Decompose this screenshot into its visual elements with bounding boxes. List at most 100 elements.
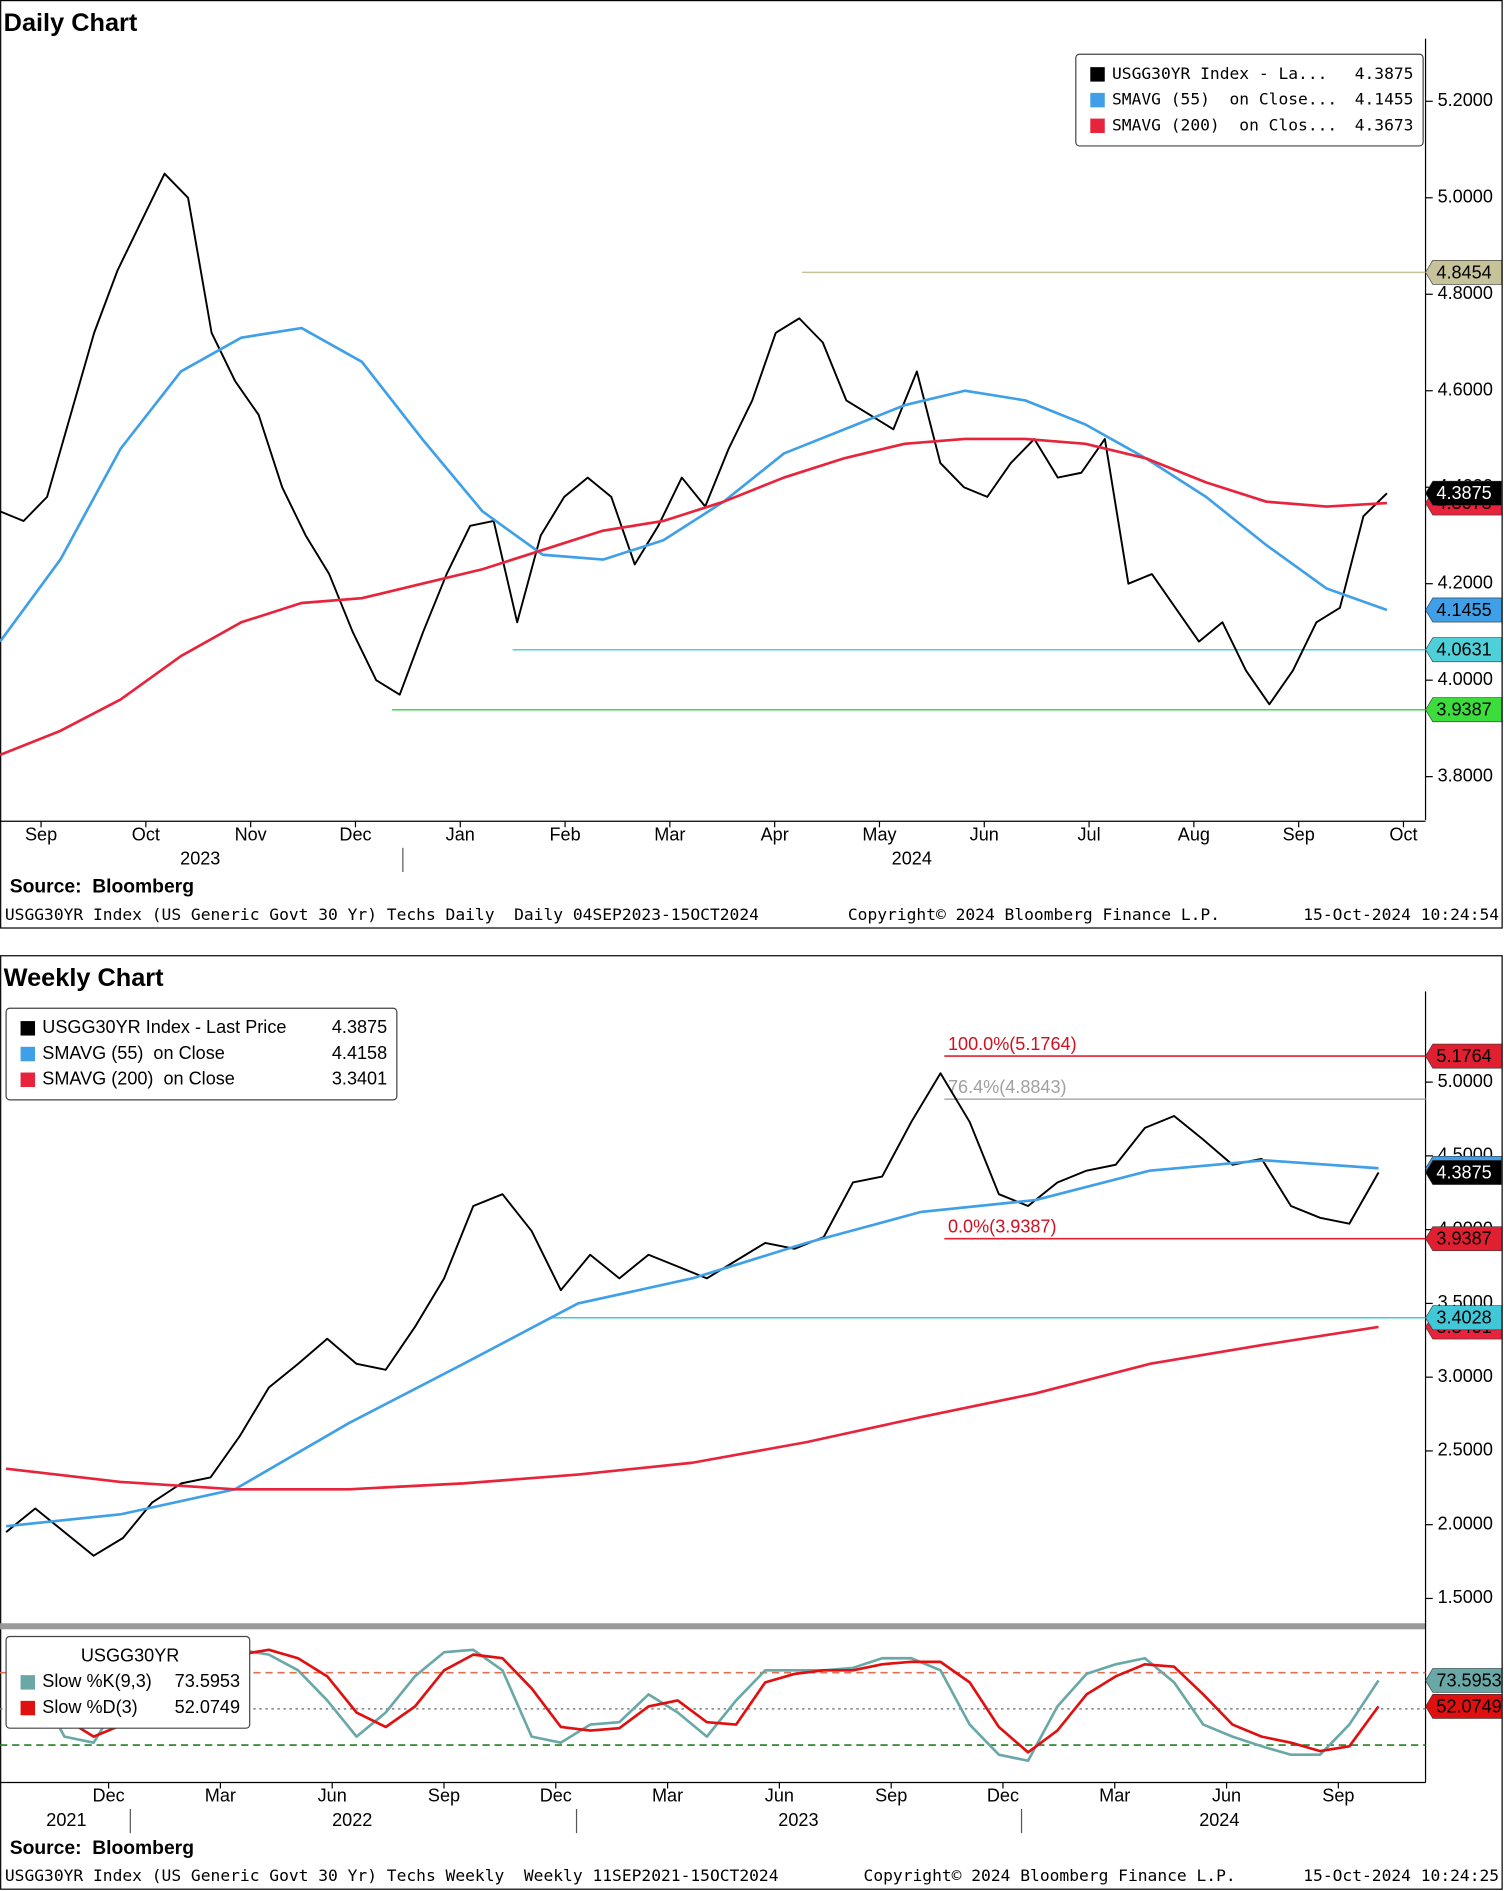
x-tick-label: Sep (428, 1786, 460, 1806)
series-line (0, 437, 1388, 757)
copyright: Copyright© 2024 Bloomberg Finance L.P. (864, 1866, 1236, 1885)
legend-label: USGG30YR Index - La... (1112, 64, 1327, 83)
level-tag-label: 5.1764 (1436, 1046, 1491, 1066)
copyright: Copyright© 2024 Bloomberg Finance L.P. (848, 905, 1220, 924)
x-tick-label: Jun (1212, 1786, 1241, 1806)
level-label: 0.0%(3.9387) (948, 1217, 1057, 1237)
legend-box (5, 1635, 251, 1729)
legend-swatch (20, 1700, 36, 1716)
legend-swatch (1090, 118, 1105, 134)
level-tag-label: 4.0631 (1436, 640, 1491, 660)
x-tick-label: Sep (1322, 1786, 1354, 1806)
legend-box (1075, 53, 1424, 147)
legend-value: 52.0749 (175, 1697, 240, 1717)
y-tick-label: 3.0000 (1438, 1366, 1493, 1386)
year-label: 2024 (1199, 1810, 1239, 1830)
legend-label: SMAVG (200) on Close (42, 1069, 235, 1089)
legend-label: SMAVG (200) on Clos... (1112, 115, 1337, 134)
x-tick-label: Dec (339, 825, 371, 845)
value-tag (1425, 1668, 1502, 1693)
y-tick-label: 2.5000 (1438, 1440, 1493, 1460)
x-tick-label: Jun (970, 825, 999, 845)
legend-value: 4.3673 (1355, 115, 1414, 134)
year-label: 2022 (332, 1810, 372, 1830)
y-tick-label: 4.2000 (1438, 572, 1493, 592)
year-label: 2023 (778, 1810, 818, 1830)
x-tick-label: Mar (205, 1786, 236, 1806)
legend-value: 4.3875 (332, 1017, 387, 1037)
x-tick-label: Aug (1178, 825, 1210, 845)
x-tick-label: Dec (987, 1786, 1019, 1806)
x-tick-label: Jan (446, 825, 475, 845)
x-tick-label: Sep (25, 825, 57, 845)
level-tag (1425, 1305, 1502, 1331)
value-tag-label: 52.0749 (1436, 1696, 1501, 1716)
legend-swatch (20, 1021, 36, 1036)
legend-swatch (20, 1072, 36, 1088)
y-tick-label: 1.5000 (1438, 1587, 1493, 1607)
level-tag (1425, 637, 1502, 663)
x-tick-label: Dec (540, 1786, 572, 1806)
daily-panel (0, 0, 1503, 929)
x-tick-label: Sep (1283, 825, 1315, 845)
series-line (0, 326, 1388, 643)
timestamp: 15-Oct-2024 10:24:25 (1303, 1866, 1499, 1885)
y-tick-label: 5.0000 (1438, 1071, 1493, 1091)
x-tick-label: Sep (875, 1786, 907, 1806)
caption: USGG30YR Index (US Generic Govt 30 Yr) T… (5, 1866, 779, 1885)
y-tick-label: 4.6000 (1438, 380, 1493, 400)
x-tick-label: Nov (235, 825, 267, 845)
year-label: 2021 (46, 1810, 86, 1830)
level-label: 100.0%(5.1764) (948, 1034, 1077, 1054)
level-tag-label: 3.9387 (1436, 1229, 1491, 1249)
x-tick-label: Jul (1078, 825, 1101, 845)
x-tick-label: May (862, 825, 896, 845)
legend-label: SMAVG (55) on Close (42, 1043, 225, 1063)
legend-label: Slow %K(9,3) (42, 1671, 152, 1691)
source: Source: Bloomberg (10, 877, 194, 898)
y-tick-label: 2.0000 (1438, 1513, 1493, 1533)
value-tag (1425, 480, 1502, 506)
x-tick-label: Mar (1099, 1786, 1130, 1806)
legend-label: USGG30YR Index - Last Price (42, 1017, 286, 1037)
legend-swatch (20, 1046, 36, 1062)
legend-value: 73.5953 (175, 1671, 240, 1691)
value-tag (1425, 1160, 1502, 1185)
x-tick-label: Jun (318, 1786, 347, 1806)
legend-label: Slow %D(3) (42, 1697, 137, 1717)
y-tick-label: 4.0000 (1438, 669, 1493, 689)
level-tag (1425, 260, 1502, 285)
year-label: 2023 (180, 849, 220, 869)
legend-value: 4.4158 (332, 1043, 387, 1063)
year-label: 2024 (892, 849, 932, 869)
source: Source: Bloomberg (10, 1838, 194, 1859)
series-line (5, 1072, 1380, 1557)
series-line (0, 172, 1388, 706)
value-tag-label: 4.3875 (1436, 1162, 1491, 1182)
legend-value: 3.3401 (332, 1069, 387, 1089)
value-tag-label: 4.3875 (1436, 483, 1491, 503)
x-tick-label: Feb (549, 825, 580, 845)
value-tag (1425, 1694, 1502, 1719)
level-tag-label: 3.4028 (1436, 1308, 1491, 1328)
x-tick-label: Jun (765, 1786, 794, 1806)
series-line (5, 1325, 1379, 1491)
value-tag-label: 73.5953 (1436, 1670, 1501, 1690)
value-tag-label: 4.1455 (1436, 600, 1491, 620)
caption: USGG30YR Index (US Generic Govt 30 Yr) T… (5, 905, 759, 924)
legend-title: USGG30YR (81, 1645, 179, 1665)
x-tick-label: Apr (761, 825, 789, 845)
y-tick-label: 4.8000 (1438, 283, 1493, 303)
legend-value: 4.1455 (1355, 90, 1414, 109)
x-tick-label: Mar (652, 1786, 683, 1806)
panel-separator (0, 1623, 1426, 1630)
x-tick-label: Dec (93, 1786, 125, 1806)
legend-box (5, 1007, 398, 1101)
y-tick-label: 5.0000 (1438, 187, 1493, 207)
level-label: 76.4%(4.8843) (948, 1077, 1067, 1097)
legend-value: 4.3875 (1355, 64, 1414, 83)
chart-title: Daily Chart (4, 9, 138, 37)
legend-swatch (1090, 92, 1105, 108)
